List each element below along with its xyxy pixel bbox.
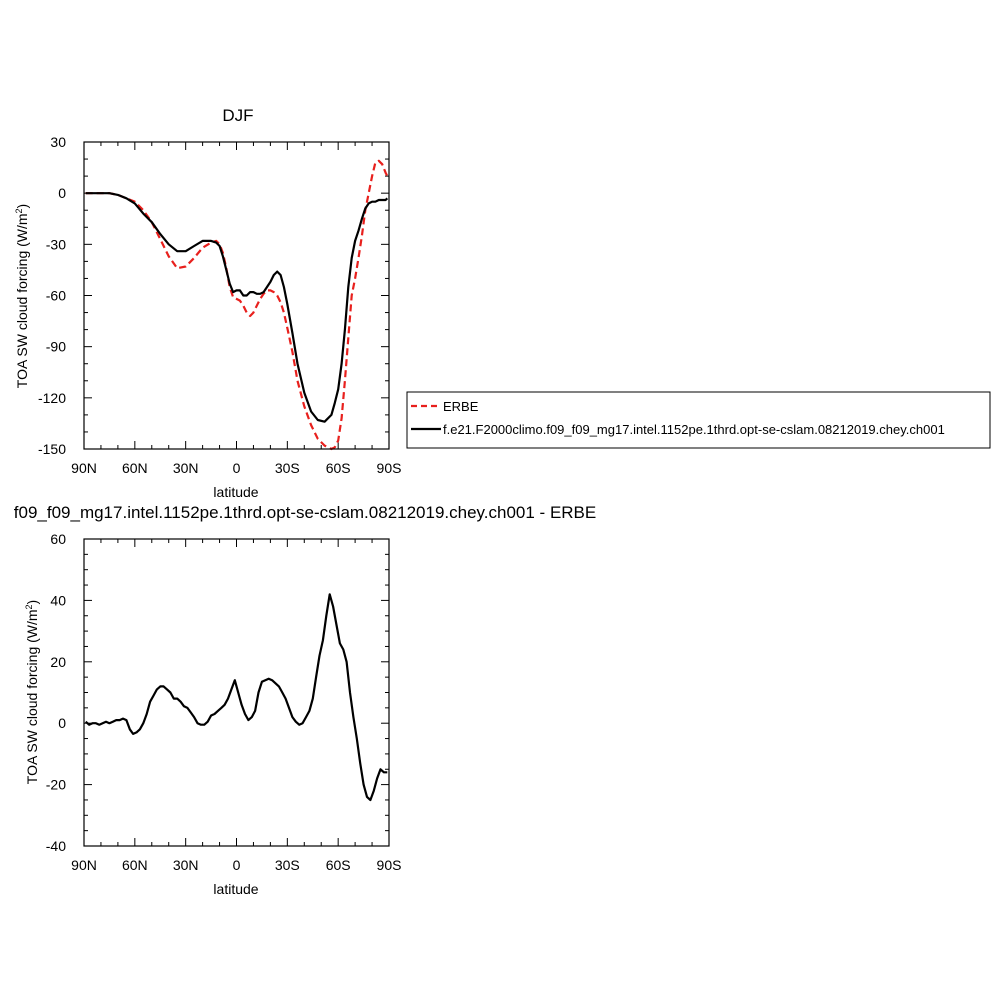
panel-2-y-axis-title-end: ) (24, 600, 40, 605)
y-tick-label: -60 (46, 288, 66, 304)
panel-2-y-axis-title-sup: 2 (24, 604, 34, 609)
panel-1-x-tick-labels: 90N 60N 30N 0 30S 60S 90S (71, 460, 401, 476)
panel-2-title: f09_f09_mg17.intel.1152pe.1thrd.opt-se-c… (14, 503, 596, 522)
series-line-difference (84, 593, 388, 802)
panel-2-series (84, 593, 388, 802)
x-tick-label: 30S (275, 857, 300, 873)
panel-1-y-axis-title-sup: 2 (14, 208, 24, 213)
y-tick-label: 60 (50, 531, 66, 547)
y-tick-label: 0 (58, 715, 66, 731)
x-tick-label: 60N (122, 460, 148, 476)
y-tick-label: -150 (38, 441, 66, 457)
x-tick-label: 60S (326, 460, 351, 476)
panel-1-x-axis-title: latitude (213, 484, 258, 500)
x-tick-label: 60N (122, 857, 148, 873)
panel-2-y-axis-title-main: TOA SW cloud forcing (W/m (24, 609, 40, 784)
panel-2-x-tick-labels: 90N 60N 30N 0 30S 60S 90S (71, 857, 401, 873)
panel-1-legend: ERBE f.e21.F2000climo.f09_f09_mg17.intel… (406, 391, 991, 449)
panel-2-ticks (83, 538, 390, 847)
x-tick-label: 90N (71, 460, 97, 476)
x-tick-label: 30N (173, 460, 199, 476)
panel-2-y-axis-title: TOA SW cloud forcing (W/m2) (24, 600, 40, 784)
panel-2-frame (83, 538, 390, 847)
legend-erbe-label: ERBE (443, 399, 479, 414)
panel-1-y-axis-title-main: TOA SW cloud forcing (W/m (14, 213, 30, 388)
panel-2: f09_f09_mg17.intel.1152pe.1thrd.opt-se-c… (14, 503, 596, 897)
y-tick-label: 20 (50, 654, 66, 670)
x-tick-label: 90S (377, 857, 402, 873)
y-tick-label: -40 (46, 838, 66, 854)
x-tick-label: 90S (377, 460, 402, 476)
series-line-model (85, 192, 389, 423)
series-line-erbe (85, 159, 389, 451)
panel-1-title: DJF (222, 106, 253, 125)
panel-1-ticks (83, 141, 390, 450)
x-tick-label: 30N (173, 857, 199, 873)
x-tick-label: 60S (326, 857, 351, 873)
x-tick-label: 30S (275, 460, 300, 476)
panel-1: DJF 90N 60N 30N 0 30S 60S 90S 30 0 -30 -60 -90 -120… (14, 106, 991, 500)
panel-2-y-tick-labels: 60 40 20 0 -20 -40 (46, 531, 66, 854)
panel-1-y-tick-labels: 30 0 -30 -60 -90 -120 -150 (38, 134, 66, 457)
legend-frame (406, 391, 991, 449)
y-tick-label: -30 (46, 236, 66, 252)
y-tick-label: 40 (50, 592, 66, 608)
panel-1-series (85, 159, 389, 451)
panel-1-y-axis-title-end: ) (14, 204, 30, 209)
y-tick-label: -90 (46, 339, 66, 355)
panel-1-frame (83, 141, 390, 450)
x-tick-label: 0 (233, 460, 241, 476)
legend-model-label: f.e21.F2000climo.f09_f09_mg17.intel.1152… (443, 422, 945, 437)
x-tick-label: 0 (233, 857, 241, 873)
y-tick-label: -120 (38, 390, 66, 406)
y-tick-label: -20 (46, 777, 66, 793)
y-tick-label: 30 (50, 134, 66, 150)
x-tick-label: 90N (71, 857, 97, 873)
y-tick-label: 0 (58, 185, 66, 201)
panel-2-x-axis-title: latitude (213, 881, 258, 897)
panel-1-y-axis-title: TOA SW cloud forcing (W/m2) (14, 204, 30, 388)
